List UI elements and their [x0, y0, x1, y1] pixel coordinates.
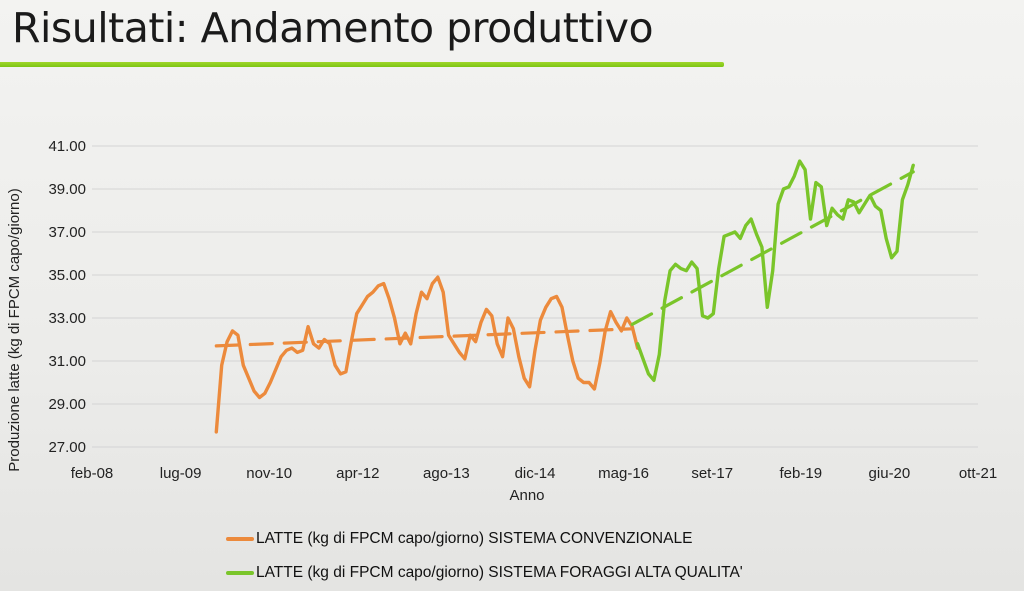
y-tick-label: 35.00	[48, 267, 86, 284]
x-tick-label: giu-20	[869, 465, 911, 482]
x-tick-label: ott-21	[959, 465, 997, 482]
legend-label-conventional: LATTE (kg di FPCM capo/giorno) SISTEMA C…	[256, 530, 693, 547]
y-tick-label: 37.00	[48, 224, 86, 241]
x-axis-title: Anno	[509, 487, 544, 504]
x-tick-label: feb-19	[780, 465, 823, 482]
x-tick-label: dic-14	[515, 465, 556, 482]
x-tick-label: mag-16	[598, 465, 649, 482]
x-tick-label: lug-09	[160, 465, 202, 482]
x-tick-label: feb-08	[71, 465, 114, 482]
title-underline	[0, 62, 724, 67]
y-axis-ticks: 27.00 29.00 31.00 33.00 35.00 37.00 39.00 41.00	[48, 138, 86, 456]
gridlines	[92, 145, 978, 448]
series-line-1	[635, 159, 915, 382]
x-tick-label: apr-12	[336, 465, 379, 482]
x-tick-label: set-17	[691, 465, 733, 482]
legend-item-conventional: LATTE (kg di FPCM capo/giorno) SISTEMA C…	[226, 530, 692, 548]
series-lines	[214, 159, 915, 434]
y-tick-label: 31.00	[48, 353, 86, 370]
x-axis-ticks: feb-08 lug-09 nov-10 apr-12 ago-13 dic-14 mag-…	[71, 465, 997, 482]
series-line-0	[214, 275, 640, 434]
trend-line-2	[214, 327, 634, 348]
legend-item-high-quality: LATTE (kg di FPCM capo/giorno) SISTEMA F…	[226, 564, 743, 582]
y-tick-label: 41.00	[48, 138, 86, 155]
y-tick-label: 33.00	[48, 310, 86, 327]
x-tick-label: ago-13	[423, 465, 470, 482]
slide-title: Risultati: Andamento produttivo	[12, 4, 654, 52]
y-axis-title: Produzione latte (kg di FPCM capo/giorno…	[6, 188, 23, 471]
y-tick-label: 27.00	[48, 439, 86, 456]
legend-swatch-conventional	[226, 537, 254, 541]
legend-label-high-quality: LATTE (kg di FPCM capo/giorno) SISTEMA F…	[256, 564, 743, 581]
trend-line-3	[630, 170, 915, 326]
y-tick-label: 39.00	[48, 181, 86, 198]
x-tick-label: nov-10	[246, 465, 292, 482]
legend-swatch-high-quality	[226, 571, 254, 575]
y-tick-label: 29.00	[48, 396, 86, 413]
